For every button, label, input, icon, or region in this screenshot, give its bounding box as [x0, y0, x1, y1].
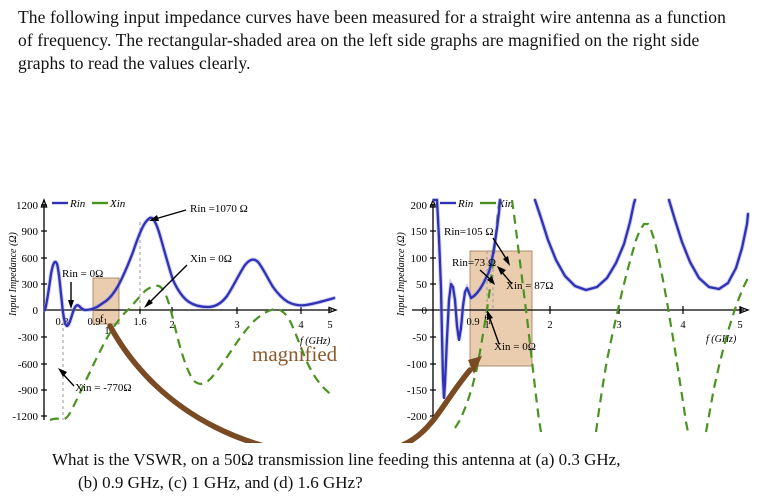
question-text: What is the VSWR, on a 50Ω transmission … — [52, 449, 752, 495]
left-ytick-m1200: -1200 — [12, 411, 38, 423]
left-xtick-1: 1 — [104, 326, 109, 337]
right-f1-label: f1 — [484, 314, 492, 326]
right-annot-xin87-arrowhead-icon — [497, 266, 506, 275]
left-legend-xin-label: Xin — [109, 198, 126, 210]
left-ytick-600: 600 — [22, 253, 39, 265]
left-legend-rin-label: Rin — [69, 198, 86, 210]
left-annot-rin1070-label: Rin =1070 Ω — [190, 203, 248, 215]
impedance-figure: 1200 900 600 300 0 -300 -600 -900 -1200 — [0, 88, 758, 443]
right-ytick-m50: -50 — [412, 332, 427, 344]
magnified-label: magnified — [252, 342, 338, 366]
left-x-axis-arrow-icon — [328, 306, 338, 314]
right-annot-rin105-label: Rin=105 Ω — [444, 226, 494, 238]
right-annot-xin0-leader — [488, 315, 500, 345]
left-legend: Rin Xin — [52, 198, 126, 210]
left-ytick-1200: 1200 — [16, 200, 39, 212]
left-ytick-m600: -600 — [18, 359, 39, 371]
right-xtick-1: 1 — [484, 320, 489, 331]
right-annot-rin105-leader — [492, 237, 508, 261]
left-annot-xinm770-arrowhead-icon — [58, 368, 67, 377]
left-xtick-3: 3 — [234, 320, 239, 331]
left-rin-curve — [43, 216, 336, 328]
right-annot-xin0-label: Xin = 0Ω — [494, 341, 536, 353]
right-x-axis-title: f (GHz) — [706, 334, 737, 345]
left-y-axis-title: Input Impedance (Ω) — [8, 231, 19, 317]
right-annot-rin73-label: Rin=73 Ω — [452, 257, 496, 269]
left-annot-xinm770-label: Xin = -770Ω — [75, 382, 132, 394]
left-chart: 1200 900 600 300 0 -300 -600 -900 -1200 — [8, 198, 338, 423]
left-x-ticks: 0.3 0.9 1 1.6 2 3 4 5 — [55, 307, 333, 337]
question-line-2: (b) 0.9 GHz, (c) 1 GHz, and (d) 1.6 GHz? — [78, 472, 363, 492]
left-ytick-0: 0 — [33, 305, 39, 317]
left-annot-xin0-leader — [148, 264, 188, 304]
question-line-1: What is the VSWR, on a 50Ω transmission … — [52, 450, 621, 469]
left-annot-xin0-label: Xin = 0Ω — [190, 253, 232, 265]
right-ytick-100: 100 — [411, 253, 428, 265]
left-annot-rin1070-arrowhead-icon — [149, 215, 159, 221]
left-xtick-2: 2 — [169, 320, 174, 331]
right-annot-xin87-label: Xin = 87Ω — [506, 280, 553, 292]
right-annot-rin73-arrowhead-icon — [487, 276, 495, 285]
right-xtick-3: 3 — [616, 320, 621, 331]
right-ytick-m200: -200 — [407, 411, 428, 423]
left-ytick-300: 300 — [22, 279, 39, 291]
right-xtick-2: 2 — [547, 320, 552, 331]
left-y-axis-arrow-icon — [40, 198, 48, 208]
right-rin-curve — [432, 198, 750, 400]
left-annot-rin0-label: Rin = 0Ω — [62, 268, 103, 280]
left-ytick-900: 900 — [22, 226, 39, 238]
left-xtick-5: 5 — [327, 320, 332, 331]
left-annot-xin0-arrowhead-icon — [144, 299, 153, 308]
right-annot-rin105-arrowhead-icon — [503, 256, 510, 266]
right-ytick-m100: -100 — [407, 359, 428, 371]
left-xtick-4: 4 — [298, 320, 304, 331]
right-ytick-150: 150 — [411, 226, 428, 238]
right-y-ticks: 200 150 100 50 0 -50 -100 -150 -200 — [407, 200, 436, 423]
left-xtick-0p3: 0.3 — [55, 317, 68, 328]
left-ytick-m900: -900 — [18, 385, 39, 397]
right-chart: 200 150 100 50 0 -50 -100 -150 -200 — [396, 197, 751, 433]
left-annot-rin0-arrowhead-icon — [68, 300, 74, 309]
right-ytick-0: 0 — [422, 305, 428, 317]
right-legend-rin-label: Rin — [457, 198, 474, 210]
right-y-axis-title: Input Impedance (Ω) — [396, 231, 407, 317]
right-xtick-4: 4 — [680, 320, 686, 331]
right-y-axis-arrow-icon — [429, 198, 437, 208]
magnified-arrow-group: magnified — [107, 323, 482, 443]
right-legend: Rin Xin — [440, 198, 514, 210]
left-y-ticks: 1200 900 600 300 0 -300 -600 -900 -1200 — [12, 200, 47, 423]
left-x-axis-title: f (GHz) — [300, 336, 331, 347]
magnified-arrowhead-icon — [468, 356, 482, 374]
intro-text: The following input impedance curves hav… — [18, 7, 726, 74]
right-xtick-5: 5 — [737, 320, 742, 331]
left-ytick-m300: -300 — [18, 332, 39, 344]
left-xtick-1p6: 1.6 — [133, 317, 146, 328]
right-legend-xin-label: Xin — [497, 198, 514, 210]
right-ytick-m150: -150 — [407, 385, 428, 397]
right-x-ticks: 0.9 1 2 3 4 5 — [466, 306, 743, 331]
left-xin-curve — [49, 284, 335, 422]
right-annot-xin87-leader — [500, 270, 513, 285]
left-f1-label: f1 — [100, 314, 108, 326]
right-ytick-50: 50 — [416, 279, 428, 291]
right-annot-xin0-arrowhead-icon — [487, 310, 493, 320]
right-ytick-200: 200 — [411, 200, 428, 212]
left-annot-rin1070-leader — [154, 209, 187, 220]
right-xtick-0p9: 0.9 — [466, 317, 479, 328]
charts-svg: 1200 900 600 300 0 -300 -600 -900 -1200 — [8, 197, 751, 443]
left-xtick-0p9: 0.9 — [87, 317, 100, 328]
magnified-arrow-curve — [107, 323, 473, 443]
right-x-axis-arrow-icon — [740, 306, 750, 314]
